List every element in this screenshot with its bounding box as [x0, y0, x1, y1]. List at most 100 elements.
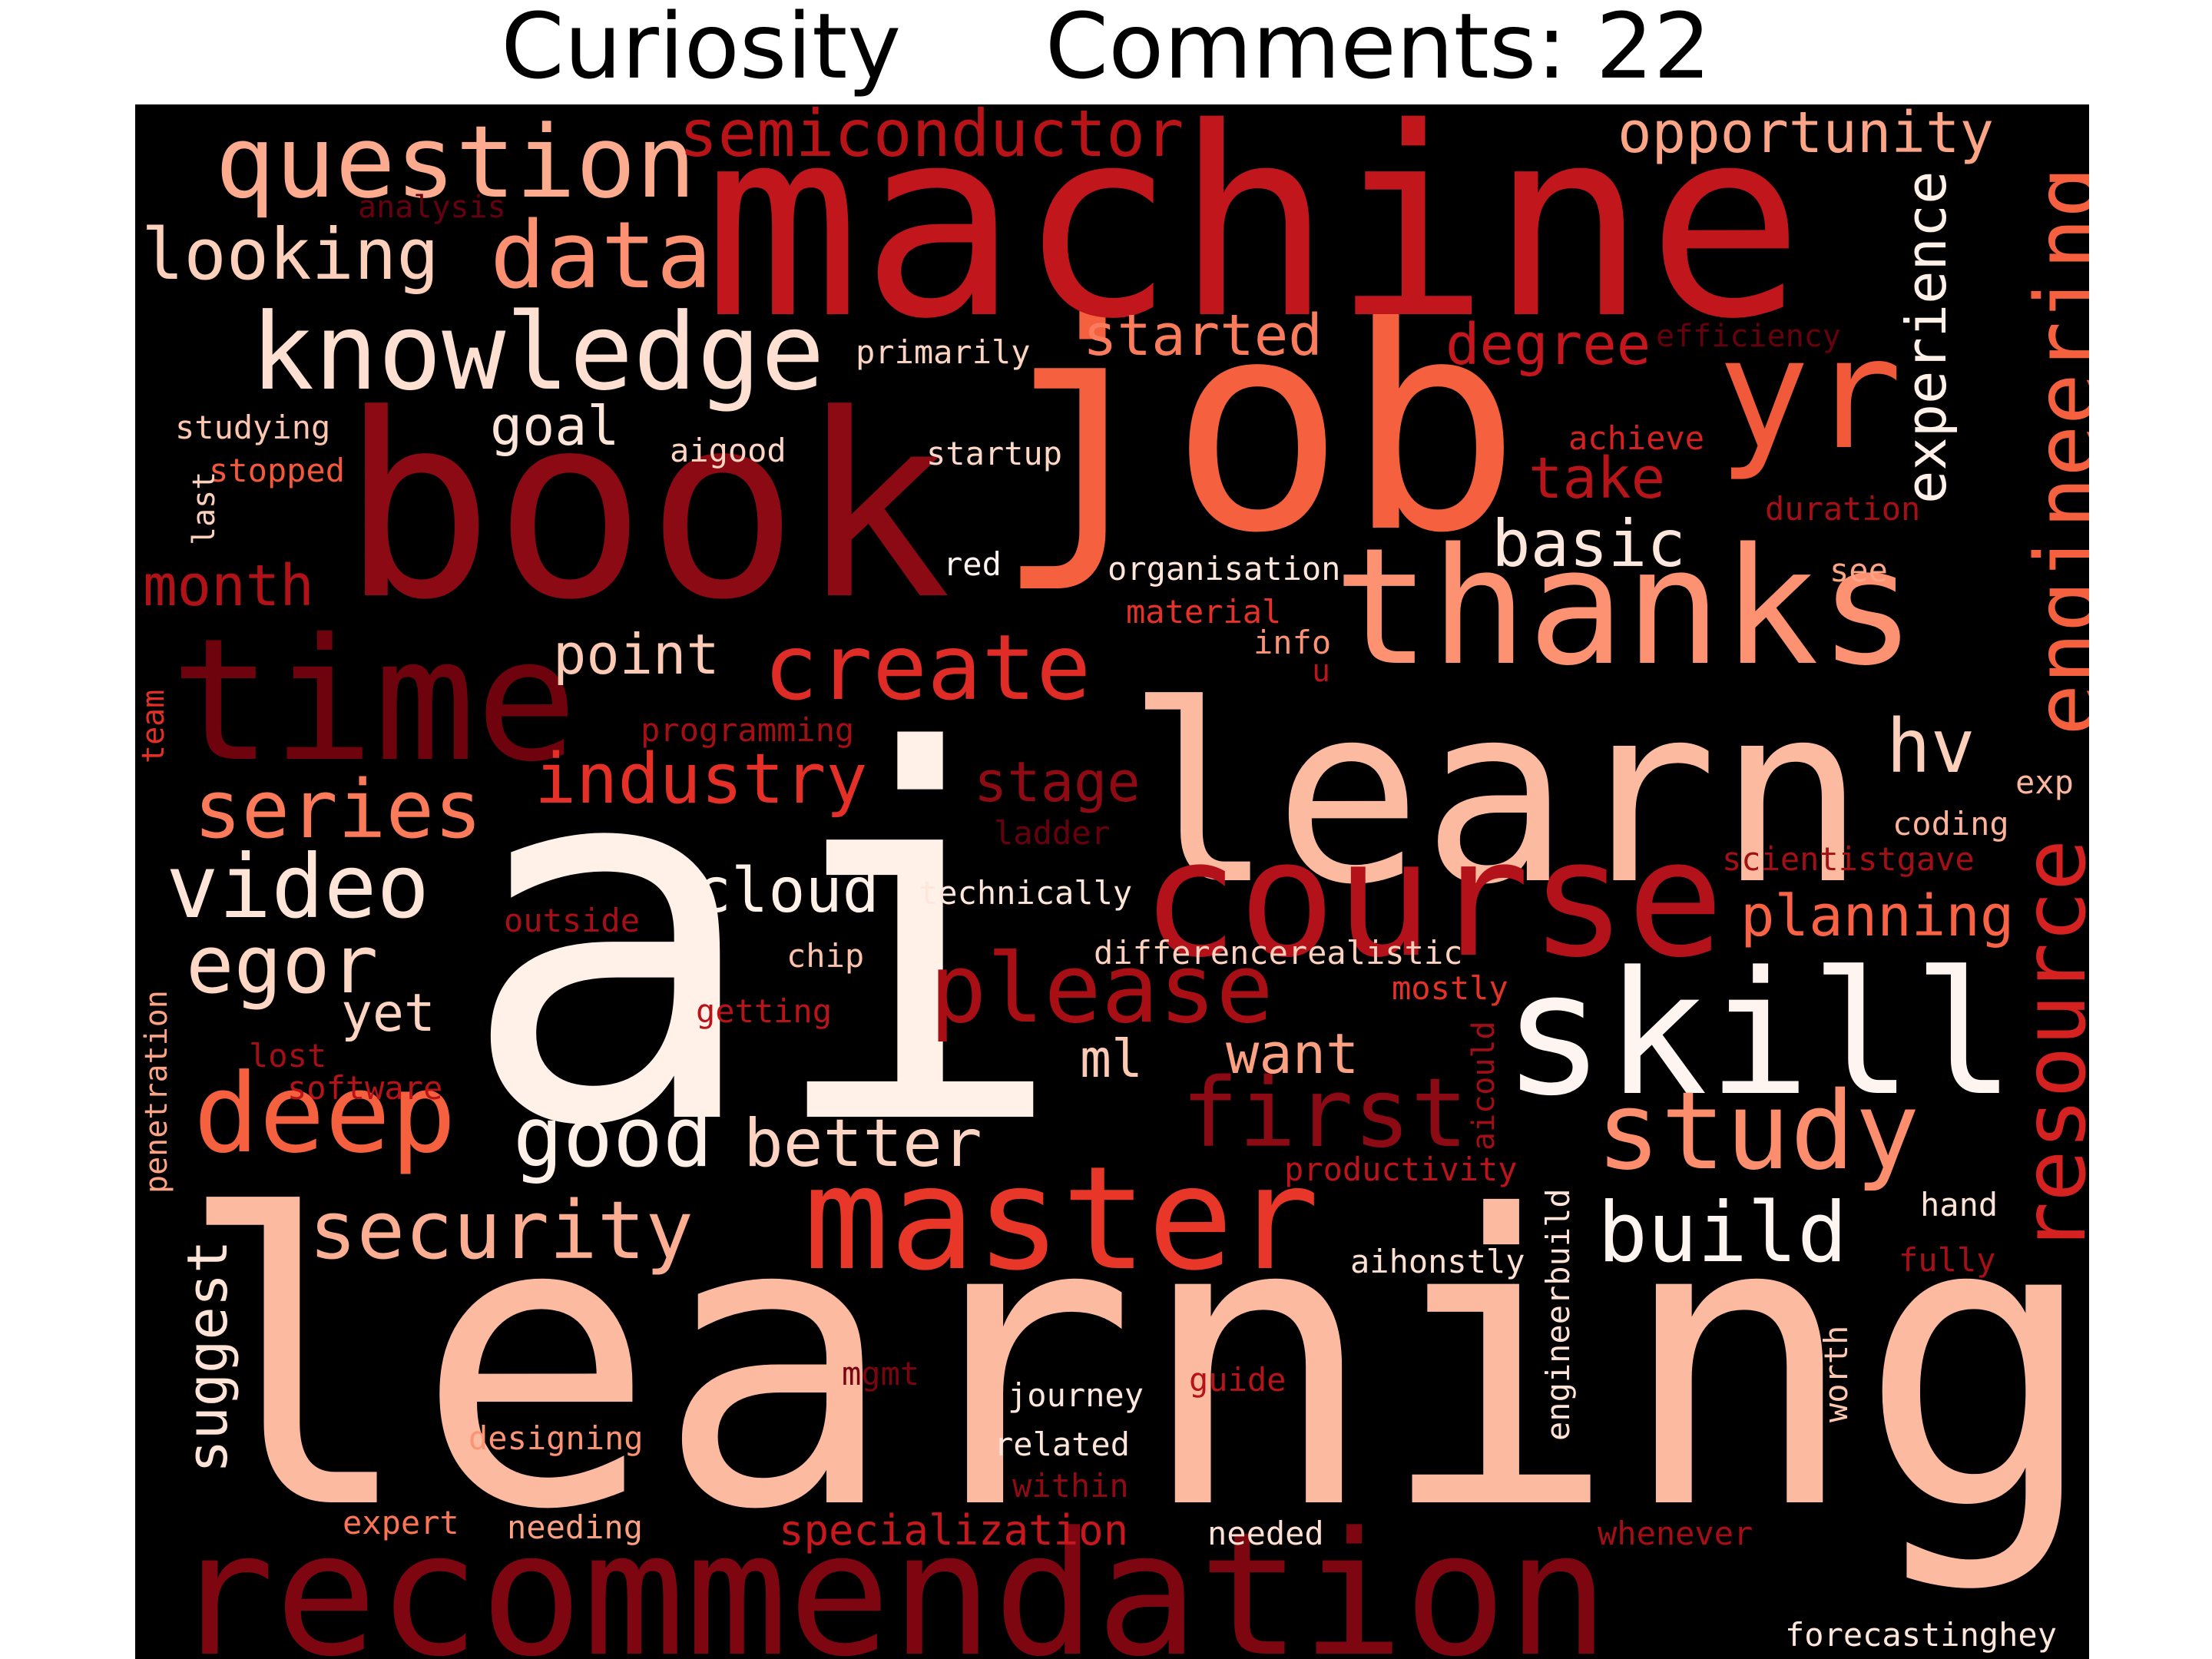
word-red: red — [943, 545, 1002, 583]
word-organisation: organisation — [1108, 550, 1341, 588]
word-software: software — [287, 1069, 443, 1107]
word-video: video — [166, 836, 430, 938]
word-looking: looking — [141, 214, 439, 296]
word-take: take — [1528, 445, 1666, 512]
word-stage: stage — [974, 750, 1141, 814]
word-book: book — [341, 360, 952, 655]
word-ai: ai — [458, 646, 1068, 1237]
word-cloud: cloud — [694, 855, 879, 926]
word-study: study — [1596, 1069, 1920, 1194]
word-basic: basic — [1492, 506, 1686, 581]
word-outside: outside — [504, 902, 641, 939]
word-goal: goal — [490, 395, 620, 458]
word-please: please — [929, 934, 1273, 1045]
word-thanks: thanks — [1333, 513, 1916, 701]
word-analysis: analysis — [358, 190, 506, 225]
word-security: security — [309, 1184, 694, 1277]
word-time: time — [171, 602, 578, 799]
word-month: month — [143, 553, 314, 619]
word-aihonstly: aihonstly — [1350, 1243, 1525, 1280]
word-needed: needed — [1207, 1515, 1324, 1552]
word-stopped: stopped — [209, 452, 346, 489]
word-point: point — [553, 622, 720, 687]
word-data: data — [490, 203, 712, 310]
word-want: want — [1226, 1022, 1359, 1086]
word-learning: learning — [175, 1131, 2089, 1597]
word-engineering: engineering — [2018, 166, 2089, 736]
word-question: question — [215, 104, 697, 220]
word-efficiency: efficiency — [1656, 319, 1841, 354]
word-fully: fully — [1899, 1241, 1996, 1279]
word-hv: hv — [1886, 704, 1975, 790]
word-lost: lost — [249, 1037, 327, 1075]
word-ladder: ladder — [994, 814, 1111, 852]
word-planning: planning — [1740, 883, 2015, 949]
word-yr: yr — [1717, 305, 1902, 484]
word-skill: skill — [1502, 935, 2016, 1134]
word-within: within — [1012, 1467, 1129, 1505]
word-getting: getting — [696, 992, 833, 1030]
word-achieve: achieve — [1568, 419, 1705, 457]
title-comments-count: Comments: 22 — [1045, 0, 1711, 99]
word-learn: learn — [1126, 653, 1866, 939]
word-exp: exp — [2015, 763, 2074, 801]
word-course: course — [1141, 805, 1724, 993]
word-programming: programming — [641, 711, 855, 749]
word-semiconductor: semiconductor — [679, 104, 1184, 171]
word-egor: egor — [186, 918, 379, 1012]
word-coding: coding — [1892, 805, 2009, 843]
word-u: u — [1312, 654, 1331, 689]
word-material: material — [1126, 593, 1282, 631]
word-cloud: learning ai book job machine learn recom… — [135, 104, 2089, 1659]
word-scientistgave: scientistgave — [1722, 840, 1975, 878]
word-first: first — [1181, 1058, 1469, 1169]
word-experience: experience — [1894, 171, 1959, 504]
word-needing: needing — [507, 1508, 644, 1546]
word-worth: worth — [1817, 1325, 1855, 1422]
word-whenever: whenever — [1598, 1515, 1753, 1552]
title-category: Curiosity — [501, 0, 902, 99]
word-build: build — [1598, 1185, 1848, 1281]
word-opportunity: opportunity — [1618, 104, 1995, 166]
word-knowledge: knowledge — [250, 290, 825, 414]
word-job: job — [994, 257, 1522, 597]
word-specialization: specialization — [779, 1506, 1129, 1555]
word-primarily: primarily — [856, 333, 1031, 371]
word-designing: designing — [469, 1419, 644, 1457]
word-series: series — [194, 763, 482, 856]
word-ml: ml — [1080, 1029, 1143, 1090]
word-penetration: penetration — [139, 990, 174, 1194]
word-create: create — [763, 614, 1091, 720]
word-resource: resource — [2005, 839, 2089, 1253]
word-expert: expert — [343, 1504, 459, 1541]
word-chip: chip — [786, 937, 865, 975]
word-info: info — [1253, 624, 1332, 661]
chart-title: Curiosity Comments: 22 — [0, 0, 2212, 100]
word-started: started — [1083, 303, 1323, 369]
word-hand: hand — [1920, 1186, 1998, 1224]
word-better: better — [743, 1105, 982, 1182]
word-startup: startup — [926, 435, 1063, 472]
word-industry: industry — [535, 739, 868, 820]
word-forecastinghey: forecastinghey — [1785, 1616, 2058, 1654]
word-mgmt: mgmt — [842, 1355, 920, 1392]
word-guide: guide — [1189, 1361, 1286, 1399]
word-technically: technically — [919, 874, 1133, 912]
word-studying: studying — [175, 409, 331, 446]
word-master: master — [803, 1135, 1320, 1302]
word-aigood: aigood — [670, 432, 786, 469]
word-last: last — [187, 471, 222, 545]
word-productivity: productivity — [1284, 1151, 1518, 1188]
word-differencerealistic: differencerealistic — [1094, 934, 1463, 972]
word-suggest: suggest — [175, 1240, 240, 1473]
word-mostly: mostly — [1392, 969, 1508, 1007]
word-recommendation: recommendation — [172, 1496, 1610, 1659]
word-engineerbuild: engineerbuild — [1539, 1188, 1577, 1441]
word-team: team — [136, 689, 171, 763]
word-degree: degree — [1445, 312, 1651, 378]
word-machine: machine — [704, 104, 1804, 376]
word-duration: duration — [1765, 490, 1921, 528]
word-deep: deep — [194, 1051, 456, 1177]
word-journey: journey — [1008, 1376, 1144, 1414]
word-yet: yet — [341, 983, 435, 1044]
